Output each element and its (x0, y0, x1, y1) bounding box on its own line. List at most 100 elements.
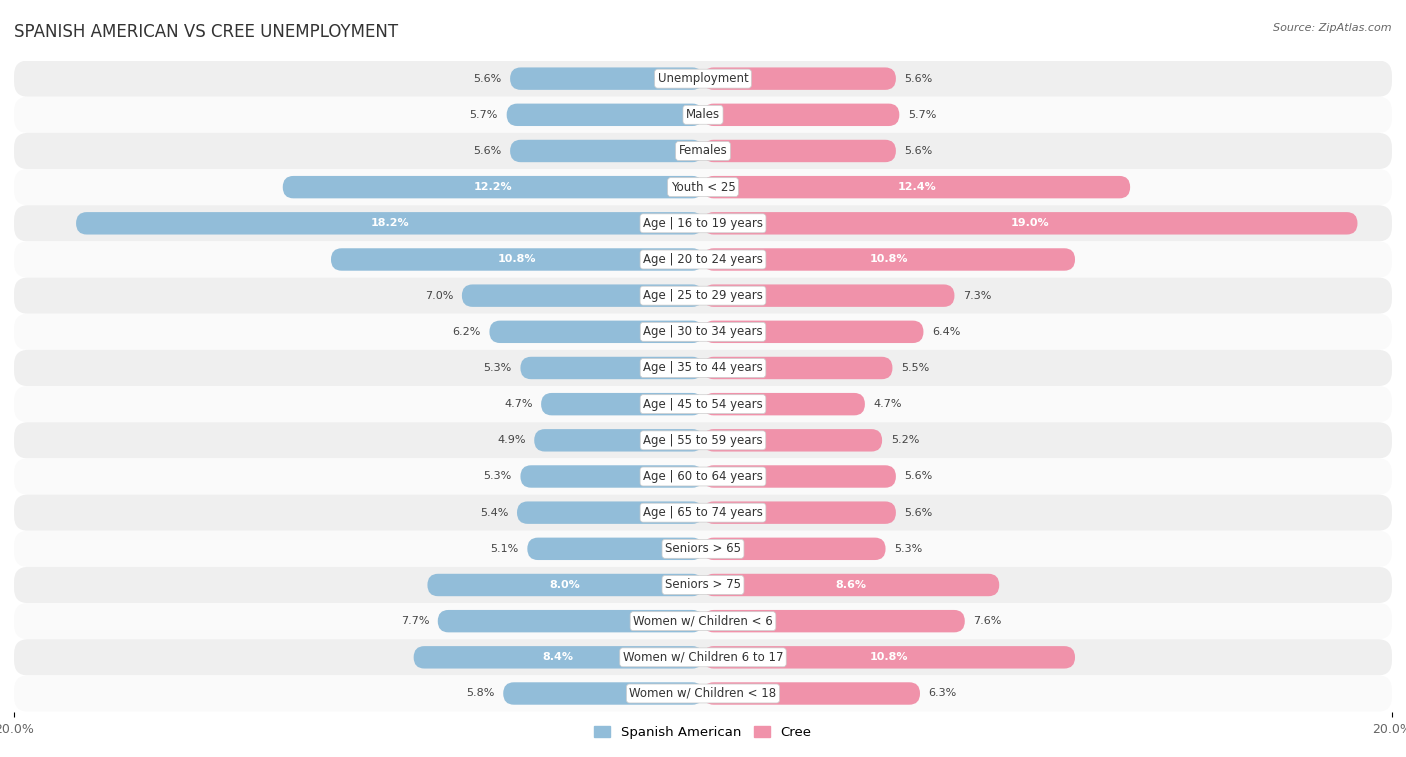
FancyBboxPatch shape (703, 321, 924, 343)
Text: Age | 16 to 19 years: Age | 16 to 19 years (643, 217, 763, 230)
Text: 5.6%: 5.6% (904, 146, 932, 156)
Text: 19.0%: 19.0% (1011, 218, 1049, 229)
FancyBboxPatch shape (14, 639, 1392, 675)
FancyBboxPatch shape (517, 501, 703, 524)
Text: Age | 20 to 24 years: Age | 20 to 24 years (643, 253, 763, 266)
FancyBboxPatch shape (14, 205, 1392, 241)
Text: 5.6%: 5.6% (904, 73, 932, 83)
Text: 5.3%: 5.3% (484, 363, 512, 373)
FancyBboxPatch shape (510, 140, 703, 162)
FancyBboxPatch shape (489, 321, 703, 343)
FancyBboxPatch shape (703, 285, 955, 307)
FancyBboxPatch shape (330, 248, 703, 271)
FancyBboxPatch shape (14, 459, 1392, 494)
FancyBboxPatch shape (703, 357, 893, 379)
FancyBboxPatch shape (283, 176, 703, 198)
FancyBboxPatch shape (703, 248, 1076, 271)
Text: 10.8%: 10.8% (870, 653, 908, 662)
Text: SPANISH AMERICAN VS CREE UNEMPLOYMENT: SPANISH AMERICAN VS CREE UNEMPLOYMENT (14, 23, 398, 41)
FancyBboxPatch shape (14, 241, 1392, 278)
Text: 8.0%: 8.0% (550, 580, 581, 590)
Text: Women w/ Children 6 to 17: Women w/ Children 6 to 17 (623, 651, 783, 664)
Text: Females: Females (679, 145, 727, 157)
FancyBboxPatch shape (703, 537, 886, 560)
Text: 7.7%: 7.7% (401, 616, 429, 626)
FancyBboxPatch shape (520, 466, 703, 488)
Text: Age | 25 to 29 years: Age | 25 to 29 years (643, 289, 763, 302)
Text: 5.6%: 5.6% (904, 472, 932, 481)
Text: 4.7%: 4.7% (503, 399, 533, 409)
FancyBboxPatch shape (541, 393, 703, 416)
Text: 12.4%: 12.4% (897, 182, 936, 192)
Text: 12.2%: 12.2% (474, 182, 512, 192)
FancyBboxPatch shape (703, 610, 965, 632)
Text: 5.7%: 5.7% (908, 110, 936, 120)
FancyBboxPatch shape (14, 313, 1392, 350)
FancyBboxPatch shape (703, 393, 865, 416)
FancyBboxPatch shape (703, 67, 896, 90)
Text: Seniors > 75: Seniors > 75 (665, 578, 741, 591)
Text: Age | 45 to 54 years: Age | 45 to 54 years (643, 397, 763, 410)
FancyBboxPatch shape (14, 422, 1392, 459)
Text: 8.4%: 8.4% (543, 653, 574, 662)
Text: Women w/ Children < 6: Women w/ Children < 6 (633, 615, 773, 628)
FancyBboxPatch shape (461, 285, 703, 307)
FancyBboxPatch shape (427, 574, 703, 597)
FancyBboxPatch shape (14, 350, 1392, 386)
Text: 5.1%: 5.1% (491, 544, 519, 554)
FancyBboxPatch shape (703, 176, 1130, 198)
FancyBboxPatch shape (14, 278, 1392, 313)
FancyBboxPatch shape (503, 682, 703, 705)
FancyBboxPatch shape (14, 675, 1392, 712)
FancyBboxPatch shape (703, 212, 1358, 235)
FancyBboxPatch shape (14, 133, 1392, 169)
Text: Males: Males (686, 108, 720, 121)
FancyBboxPatch shape (527, 537, 703, 560)
Text: Age | 35 to 44 years: Age | 35 to 44 years (643, 362, 763, 375)
Text: 6.3%: 6.3% (928, 689, 957, 699)
FancyBboxPatch shape (14, 169, 1392, 205)
FancyBboxPatch shape (534, 429, 703, 451)
Text: Age | 60 to 64 years: Age | 60 to 64 years (643, 470, 763, 483)
FancyBboxPatch shape (703, 466, 896, 488)
Text: 10.8%: 10.8% (870, 254, 908, 264)
Text: Unemployment: Unemployment (658, 72, 748, 85)
FancyBboxPatch shape (703, 646, 1076, 668)
Text: 5.6%: 5.6% (474, 146, 502, 156)
Text: Age | 30 to 34 years: Age | 30 to 34 years (643, 326, 763, 338)
FancyBboxPatch shape (14, 531, 1392, 567)
Text: Seniors > 65: Seniors > 65 (665, 542, 741, 556)
Text: 18.2%: 18.2% (370, 218, 409, 229)
Text: 5.6%: 5.6% (474, 73, 502, 83)
FancyBboxPatch shape (703, 104, 900, 126)
Text: 5.7%: 5.7% (470, 110, 498, 120)
FancyBboxPatch shape (437, 610, 703, 632)
Legend: Spanish American, Cree: Spanish American, Cree (589, 721, 817, 744)
Text: 4.7%: 4.7% (873, 399, 903, 409)
FancyBboxPatch shape (413, 646, 703, 668)
FancyBboxPatch shape (703, 501, 896, 524)
Text: 5.8%: 5.8% (467, 689, 495, 699)
Text: 10.8%: 10.8% (498, 254, 536, 264)
Text: 7.3%: 7.3% (963, 291, 991, 301)
Text: Women w/ Children < 18: Women w/ Children < 18 (630, 687, 776, 700)
Text: 6.2%: 6.2% (453, 327, 481, 337)
FancyBboxPatch shape (703, 429, 882, 451)
FancyBboxPatch shape (14, 97, 1392, 133)
FancyBboxPatch shape (14, 61, 1392, 97)
FancyBboxPatch shape (76, 212, 703, 235)
Text: Youth < 25: Youth < 25 (671, 181, 735, 194)
FancyBboxPatch shape (520, 357, 703, 379)
Text: 5.6%: 5.6% (904, 508, 932, 518)
Text: 5.4%: 5.4% (479, 508, 509, 518)
Text: 7.0%: 7.0% (425, 291, 453, 301)
Text: 5.3%: 5.3% (484, 472, 512, 481)
FancyBboxPatch shape (506, 104, 703, 126)
Text: Age | 65 to 74 years: Age | 65 to 74 years (643, 506, 763, 519)
FancyBboxPatch shape (14, 386, 1392, 422)
FancyBboxPatch shape (14, 494, 1392, 531)
Text: 7.6%: 7.6% (973, 616, 1002, 626)
Text: Source: ZipAtlas.com: Source: ZipAtlas.com (1274, 23, 1392, 33)
Text: 4.9%: 4.9% (498, 435, 526, 445)
Text: Age | 55 to 59 years: Age | 55 to 59 years (643, 434, 763, 447)
